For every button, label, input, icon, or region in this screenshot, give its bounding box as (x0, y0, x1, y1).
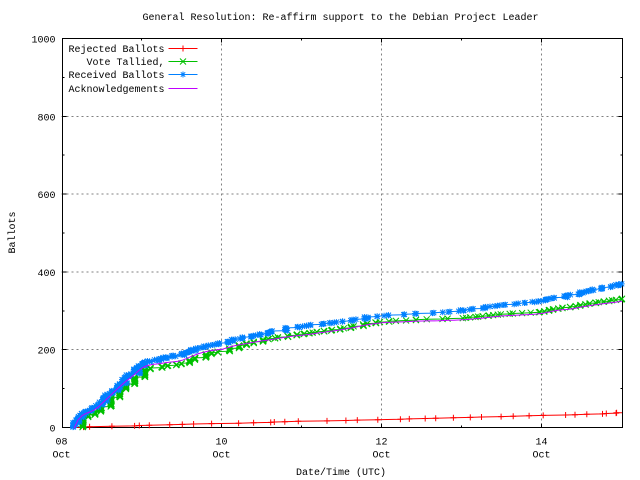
svg-text:10: 10 (215, 438, 227, 449)
svg-text:Vote Tallied,: Vote Tallied, (86, 57, 164, 69)
svg-text:Received Ballots: Received Ballots (68, 70, 164, 82)
svg-text:Rejected Ballots: Rejected Ballots (68, 44, 164, 56)
svg-text:14: 14 (535, 438, 547, 449)
svg-text:General Resolution: Re-affirm: General Resolution: Re-affirm support to… (142, 12, 538, 24)
svg-text:Date/Time (UTC): Date/Time (UTC) (296, 467, 386, 479)
svg-text:800: 800 (37, 113, 55, 124)
svg-text:Oct: Oct (372, 451, 390, 462)
svg-text:400: 400 (37, 269, 55, 280)
svg-text:12: 12 (375, 438, 387, 449)
svg-text:Oct: Oct (212, 451, 230, 462)
svg-text:0: 0 (49, 425, 55, 436)
svg-text:Ballots: Ballots (7, 211, 19, 253)
svg-text:08: 08 (55, 438, 67, 449)
svg-text:1000: 1000 (31, 36, 55, 47)
svg-text:200: 200 (37, 347, 55, 358)
svg-text:Acknowledgements: Acknowledgements (68, 84, 164, 96)
svg-text:Oct: Oct (52, 451, 70, 462)
svg-text:600: 600 (37, 191, 55, 202)
svg-text:Oct: Oct (532, 451, 550, 462)
